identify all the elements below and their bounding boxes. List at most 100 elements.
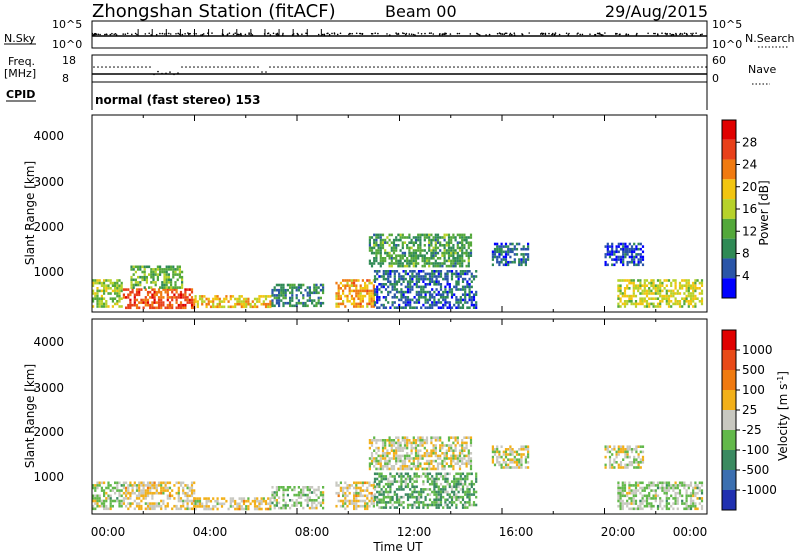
data-cell xyxy=(240,505,243,508)
data-cell xyxy=(382,296,385,299)
data-cell xyxy=(419,246,422,250)
data-cell xyxy=(656,484,660,487)
data-cell xyxy=(178,286,181,289)
data-cell xyxy=(435,475,438,478)
data-cell xyxy=(608,455,612,459)
data-cell xyxy=(302,296,305,300)
data-cell xyxy=(420,501,423,504)
data-cell xyxy=(182,293,185,297)
data-cell xyxy=(286,493,289,497)
data-cell xyxy=(630,247,634,251)
data-cell xyxy=(143,268,146,271)
data-cell xyxy=(395,259,398,263)
data-cell xyxy=(654,289,657,293)
data-cell xyxy=(424,285,427,289)
data-cell xyxy=(461,257,464,260)
data-cell xyxy=(419,233,422,237)
data-cell xyxy=(491,253,494,256)
data-cell xyxy=(114,292,117,295)
data-cell xyxy=(412,459,415,463)
data-cell xyxy=(166,293,169,297)
colorbar-swatch xyxy=(722,278,736,298)
data-cell xyxy=(355,292,358,295)
data-cell xyxy=(400,503,403,507)
data-cell xyxy=(122,502,125,505)
data-cell xyxy=(293,283,296,287)
data-cell xyxy=(444,303,447,307)
data-cell xyxy=(678,302,682,306)
data-cell xyxy=(457,482,460,486)
data-cell xyxy=(165,270,168,274)
data-cell xyxy=(173,288,176,291)
data-cell xyxy=(444,472,447,476)
data-cell xyxy=(502,263,505,267)
data-cell xyxy=(412,446,415,450)
data-cell xyxy=(453,293,456,296)
data-cell xyxy=(282,491,285,494)
data-cell xyxy=(133,301,136,304)
data-cell xyxy=(461,503,465,507)
data-cell xyxy=(511,466,514,469)
data-cell xyxy=(696,491,699,495)
data-cell xyxy=(142,491,145,495)
data-cell xyxy=(439,241,442,244)
data-cell xyxy=(515,461,519,464)
data-cell xyxy=(420,495,423,499)
velocity-panel: 4000 3000 2000 1000 Slant Range [km] 100… xyxy=(23,318,790,515)
data-cell xyxy=(639,255,642,259)
data-cell xyxy=(105,491,108,495)
data-cell xyxy=(384,288,388,291)
nsearch-tick-top: 10^5 xyxy=(712,18,742,31)
data-cell xyxy=(381,467,385,471)
data-cell xyxy=(194,297,197,301)
data-cell xyxy=(656,305,660,308)
data-cell xyxy=(346,294,349,298)
data-cell xyxy=(639,297,642,300)
nave-dot xyxy=(537,66,539,68)
data-cell xyxy=(172,265,175,269)
data-cell xyxy=(397,259,400,263)
data-cell xyxy=(419,251,422,255)
data-cell xyxy=(630,297,633,300)
data-cell xyxy=(295,296,298,300)
data-cell xyxy=(437,272,440,276)
data-cell xyxy=(604,445,607,448)
data-cell xyxy=(149,303,152,307)
data-cell xyxy=(436,264,440,268)
data-cell xyxy=(430,249,433,252)
nsearch-dot xyxy=(175,33,177,35)
data-cell xyxy=(648,481,651,485)
data-cell xyxy=(181,281,184,284)
data-cell xyxy=(411,306,414,309)
data-cell xyxy=(142,489,145,492)
nsearch-dot xyxy=(355,32,358,35)
data-cell xyxy=(380,275,383,278)
data-cell xyxy=(173,296,176,299)
data-cell xyxy=(401,257,404,260)
data-cell xyxy=(461,439,464,442)
data-cell xyxy=(373,493,377,496)
data-cell xyxy=(466,475,469,478)
nsearch-dot xyxy=(163,33,166,35)
data-cell xyxy=(96,502,99,505)
nsearch-dot xyxy=(417,32,420,34)
data-cell xyxy=(402,495,405,499)
data-cell xyxy=(617,242,620,246)
data-cell xyxy=(417,490,421,494)
data-cell xyxy=(447,436,451,439)
data-cell xyxy=(466,301,469,304)
data-cell xyxy=(667,300,671,303)
nsearch-dot xyxy=(351,32,354,35)
data-cell xyxy=(177,497,180,500)
data-cell xyxy=(452,436,455,439)
data-cell xyxy=(167,286,170,289)
data-cell xyxy=(498,250,501,254)
data-cell xyxy=(100,481,103,485)
data-cell xyxy=(160,484,163,487)
data-cell xyxy=(464,301,467,304)
data-cell xyxy=(464,477,467,481)
data-cell xyxy=(92,297,95,300)
data-cell xyxy=(639,450,642,454)
data-cell xyxy=(453,272,456,276)
data-cell xyxy=(384,259,387,263)
